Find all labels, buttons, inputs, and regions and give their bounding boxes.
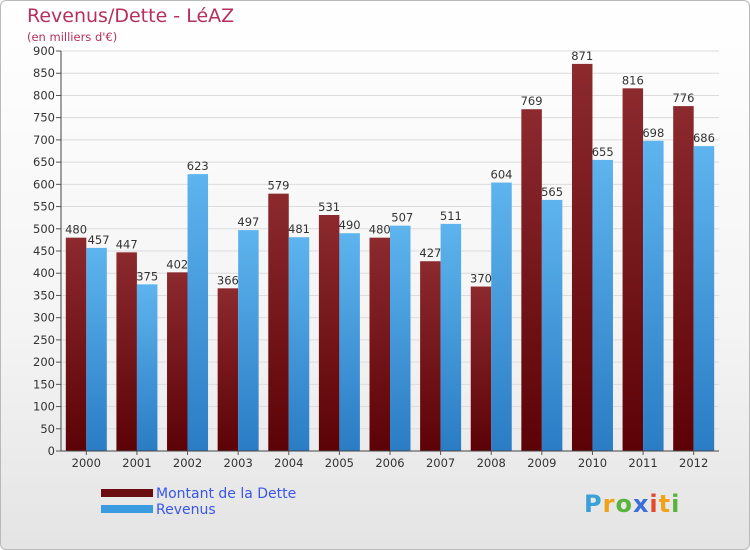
bar-debt [318,215,340,451]
bar-debt [167,272,188,451]
bar-revenue [339,233,360,451]
bar-debt [116,252,137,451]
y-tick-label: 300 [33,311,55,325]
bar-revenue [136,284,158,451]
data-label-revenue: 604 [491,168,513,182]
y-tick-label: 650 [33,155,55,169]
x-tick-label: 2012 [679,456,708,470]
data-label-debt: 776 [672,91,694,105]
data-label-revenue: 497 [237,215,259,229]
bar-debt [268,193,289,451]
data-label-debt: 370 [470,272,492,286]
bar-debt [622,88,644,451]
bar-revenue [187,174,209,451]
bar-debt [470,286,492,451]
bar-revenue [288,237,310,451]
x-tick-label: 2003 [224,456,253,470]
y-tick-label: 700 [33,133,55,147]
data-label-revenue: 565 [541,185,563,199]
data-label-debt: 769 [521,94,543,108]
data-label-revenue: 490 [339,218,361,232]
bar-revenue [390,225,411,451]
y-tick-label: 450 [33,244,55,258]
bar-revenue [592,159,613,451]
data-label-revenue: 686 [693,131,715,145]
bar-debt [571,63,593,452]
data-label-debt: 816 [622,73,644,87]
data-label-debt: 366 [217,273,239,287]
legend-label-debt: Montant de la Dette [156,486,297,502]
data-label-revenue: 623 [187,159,209,173]
bar-debt [369,237,390,451]
data-label-revenue: 481 [288,222,310,236]
y-tick-label: 100 [33,400,55,414]
bar-debt [673,106,694,451]
x-tick-label: 2009 [527,456,556,470]
x-tick-label: 2002 [173,456,202,470]
y-tick-label: 550 [33,200,55,214]
bar-debt [65,237,87,451]
y-tick-label: 600 [33,177,55,191]
y-tick-label: 0 [48,444,55,458]
y-tick-label: 400 [33,266,55,280]
y-tick-label: 50 [40,422,55,436]
x-tick-label: 2007 [426,456,455,470]
y-tick-label: 250 [33,333,55,347]
x-tick-label: 2008 [477,456,506,470]
x-tick-label: 2011 [628,456,657,470]
bar-debt [521,109,542,451]
legend-label-revenue: Revenus [156,502,216,518]
data-label-debt: 480 [65,223,87,237]
data-label-debt: 871 [571,49,593,63]
bar-revenue [541,199,563,451]
y-tick-label: 500 [33,222,55,236]
y-tick-label: 200 [33,355,55,369]
bar-revenue [643,140,664,451]
data-label-debt: 427 [419,246,441,260]
x-tick-label: 2000 [72,456,101,470]
data-label-revenue: 511 [440,209,462,223]
data-label-revenue: 655 [592,145,614,159]
proxiti-logo: Proxiti [584,490,681,518]
x-tick-label: 2010 [578,456,607,470]
bar-revenue [440,223,462,451]
y-tick-label: 900 [33,44,55,58]
x-tick-label: 2004 [274,456,303,470]
bar-revenue [693,146,715,451]
data-label-revenue: 698 [642,126,664,140]
bar-revenue [238,230,259,451]
data-label-debt: 480 [369,223,391,237]
x-tick-label: 2005 [325,456,354,470]
data-label-debt: 579 [268,179,290,193]
chart-subtitle: (en milliers d'€) [27,30,118,44]
data-label-revenue: 507 [391,211,413,225]
x-tick-label: 2006 [375,456,404,470]
data-label-revenue: 457 [88,233,110,247]
y-tick-label: 350 [33,288,55,302]
y-tick-label: 800 [33,88,55,102]
data-label-debt: 402 [166,257,188,271]
bar-debt [217,288,239,451]
data-label-debt: 531 [318,200,340,214]
chart-title: Revenus/Dette - LéAZ [27,5,235,27]
x-tick-label: 2001 [122,456,151,470]
y-tick-label: 850 [33,66,55,80]
bar-revenue [491,182,512,452]
bar-revenue [86,247,107,451]
y-tick-label: 750 [33,111,55,125]
legend-swatch-debt [101,489,153,497]
data-label-debt: 447 [116,237,138,251]
data-label-revenue: 375 [136,269,158,283]
legend-swatch-revenue [101,505,153,513]
bar-debt [420,261,441,451]
y-tick-label: 150 [33,377,55,391]
